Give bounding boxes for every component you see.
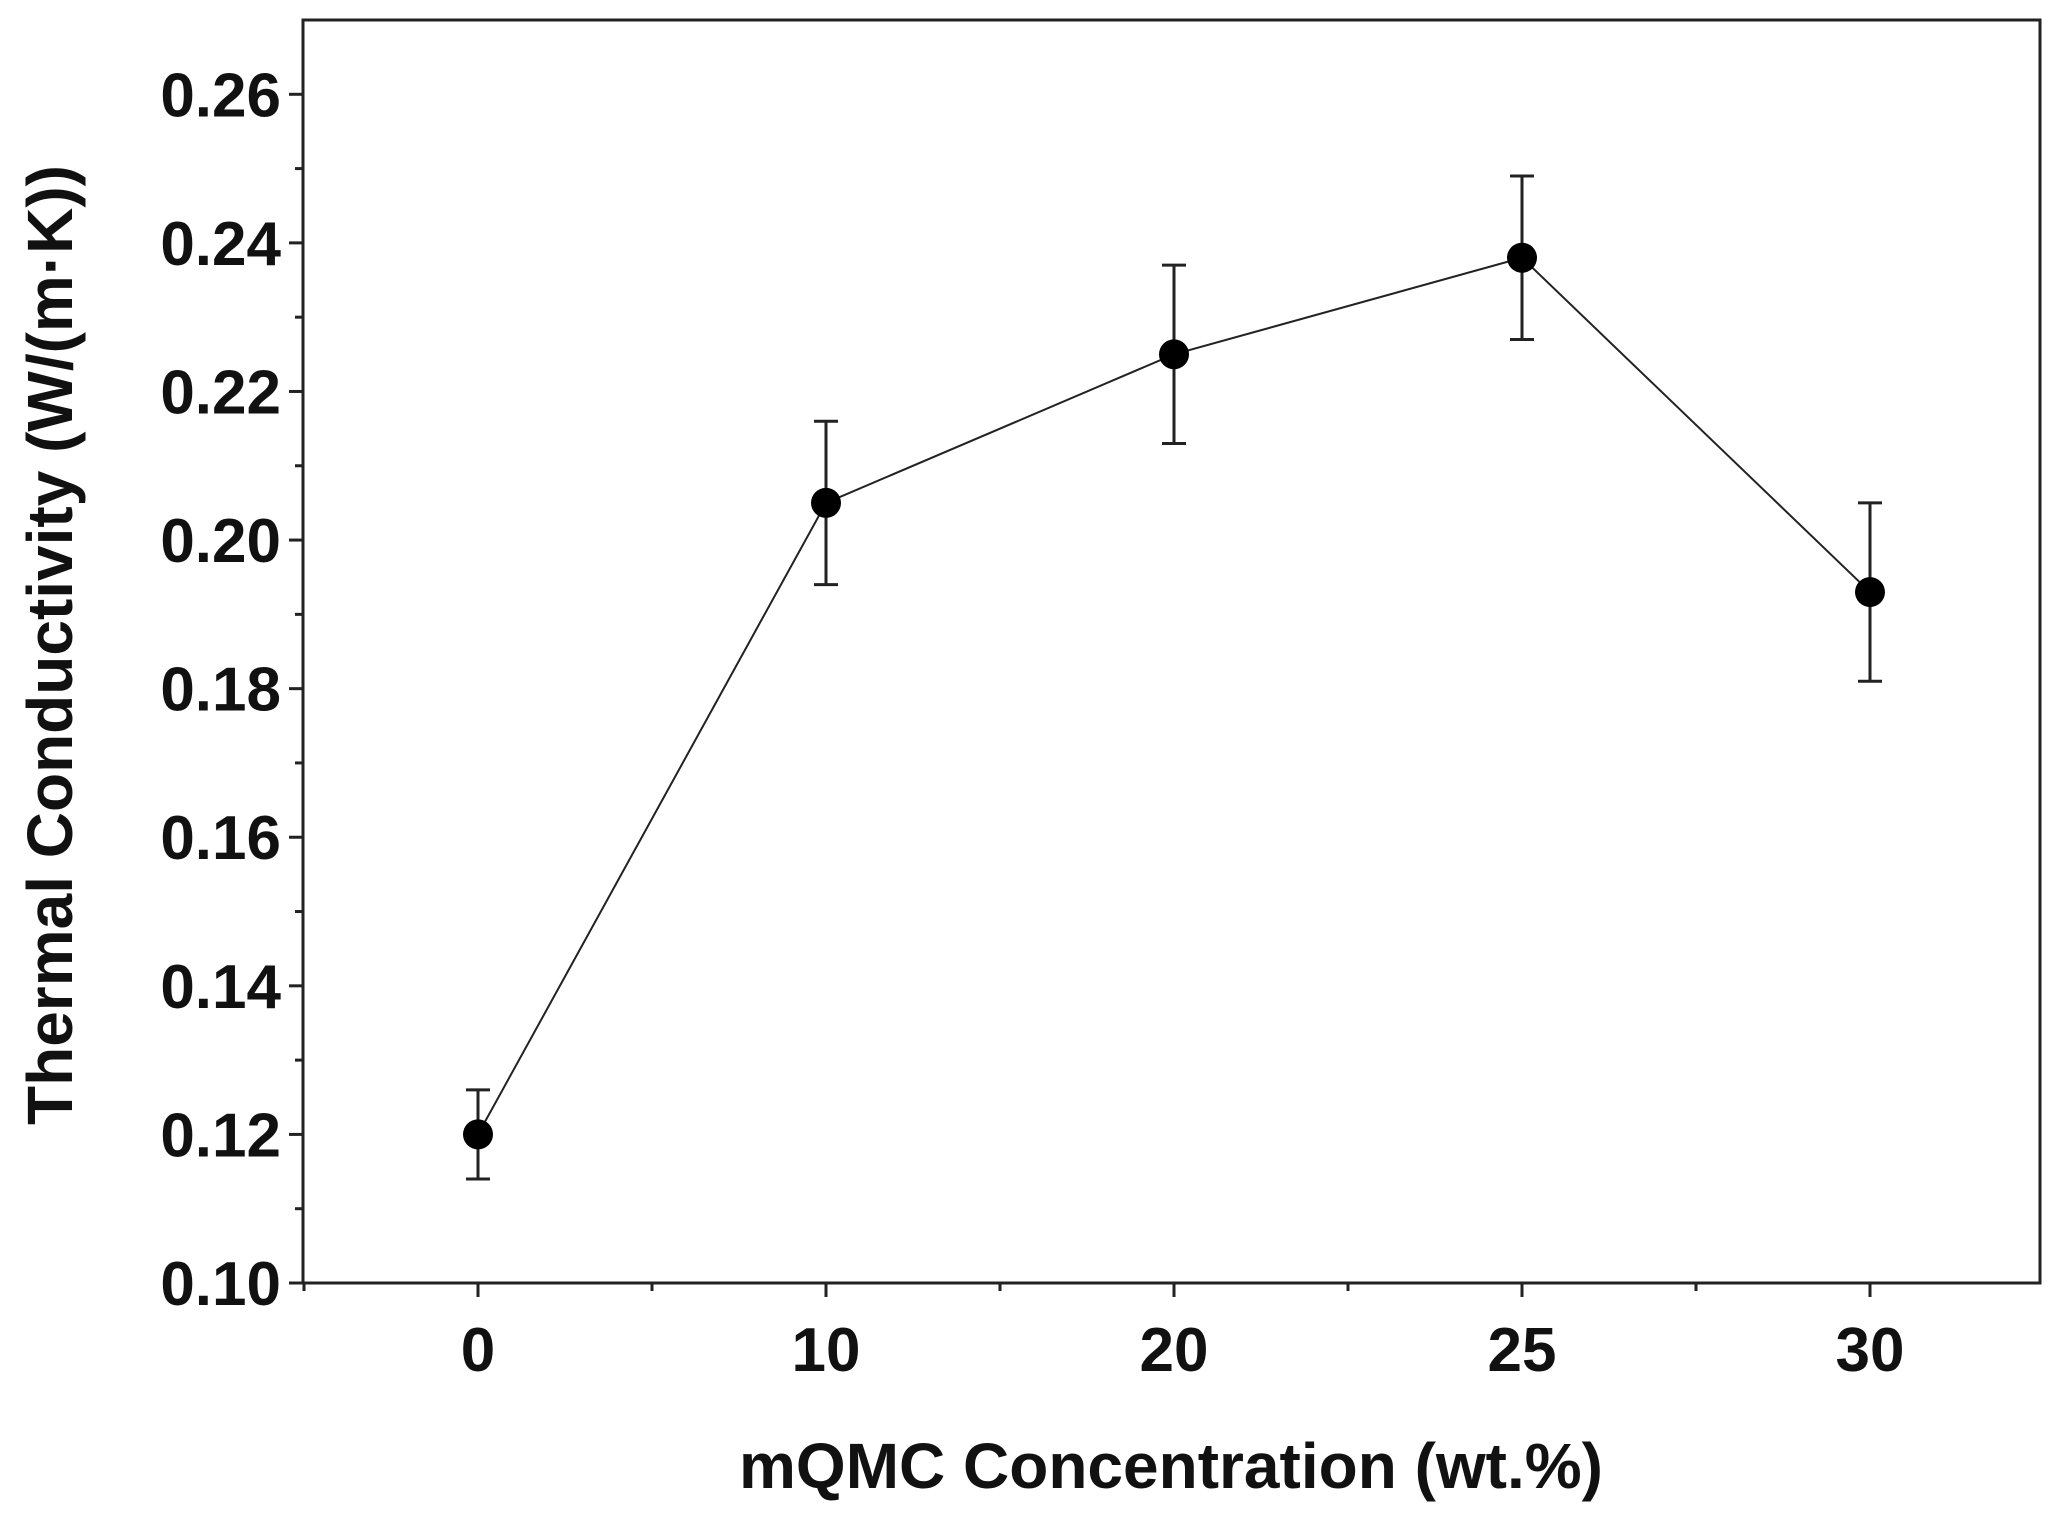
plot-frame [301,18,2042,1285]
data-point [1855,577,1885,608]
x-tick-label: 10 [792,1316,861,1385]
y-tick-label: 0.10 [160,1250,281,1319]
y-axis-ticks: 0.10 0.12 0.14 0.16 0.18 0.20 0.22 0.24 0.26 [160,61,303,1319]
y-axis-title: Thermal Conductivity (W/(m·K)) [14,165,86,1125]
y-tick-label: 0.24 [160,210,281,279]
y-tick-label: 0.12 [160,1101,281,1170]
x-tick-label: 0 [461,1316,495,1385]
x-axis-title: mQMC Concentration (wt.%) [739,1430,1603,1502]
axes [301,18,2042,1285]
y-tick-label: 0.18 [160,656,281,725]
data-point [811,487,841,518]
x-axis-ticks: 0 10 20 25 30 [302,1283,1905,1385]
data-point [1507,242,1537,273]
data-series [463,174,1885,1181]
y-tick-label: 0.16 [160,804,281,873]
y-tick-label: 0.20 [160,507,281,576]
x-tick-label: 20 [1140,1316,1209,1385]
data-point [463,1119,493,1150]
x-tick-label: 30 [1836,1316,1905,1385]
y-tick-label: 0.14 [160,953,281,1022]
x-tick-label: 25 [1488,1316,1557,1385]
y-tick-label: 0.22 [160,358,281,427]
y-tick-label: 0.26 [160,61,281,130]
data-point [1159,339,1189,370]
